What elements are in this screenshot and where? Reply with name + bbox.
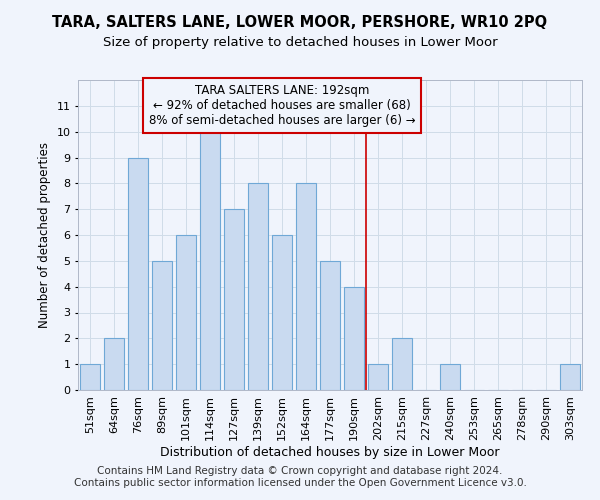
- X-axis label: Distribution of detached houses by size in Lower Moor: Distribution of detached houses by size …: [160, 446, 500, 458]
- Bar: [392, 338, 412, 390]
- Bar: [368, 364, 388, 390]
- Text: Contains HM Land Registry data © Crown copyright and database right 2024.
Contai: Contains HM Land Registry data © Crown c…: [74, 466, 526, 487]
- Bar: [104, 338, 124, 390]
- Bar: [440, 364, 460, 390]
- Bar: [296, 184, 316, 390]
- Bar: [560, 364, 580, 390]
- Text: TARA, SALTERS LANE, LOWER MOOR, PERSHORE, WR10 2PQ: TARA, SALTERS LANE, LOWER MOOR, PERSHORE…: [52, 15, 548, 30]
- Text: TARA SALTERS LANE: 192sqm
← 92% of detached houses are smaller (68)
8% of semi-d: TARA SALTERS LANE: 192sqm ← 92% of detac…: [149, 84, 415, 127]
- Bar: [344, 286, 364, 390]
- Bar: [248, 184, 268, 390]
- Bar: [80, 364, 100, 390]
- Bar: [320, 261, 340, 390]
- Y-axis label: Number of detached properties: Number of detached properties: [38, 142, 51, 328]
- Text: Size of property relative to detached houses in Lower Moor: Size of property relative to detached ho…: [103, 36, 497, 49]
- Bar: [224, 209, 244, 390]
- Bar: [200, 132, 220, 390]
- Bar: [272, 235, 292, 390]
- Bar: [176, 235, 196, 390]
- Bar: [152, 261, 172, 390]
- Bar: [128, 158, 148, 390]
